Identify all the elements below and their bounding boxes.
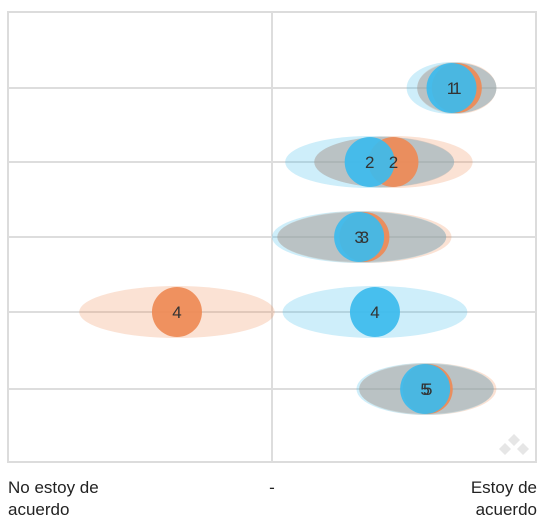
point-label-series2-row4: 4: [370, 303, 379, 322]
mean-point-series2-row3[interactable]: [334, 212, 385, 262]
point-label-series1-row1: 1: [452, 79, 461, 98]
mean-point-series2-row5[interactable]: [400, 364, 451, 414]
point-label-series2-row5: 5: [420, 380, 429, 399]
x-axis-min-label-line: acuerdo: [8, 500, 70, 519]
x-axis-max-label-line: acuerdo: [475, 500, 537, 519]
mean-point-series2-row2[interactable]: [344, 137, 395, 187]
mean-point-series2-row1[interactable]: [426, 63, 477, 113]
point-label-series1-row5: 5: [423, 380, 432, 399]
point-label-series2-row2: 2: [365, 153, 374, 172]
point-label-series1-row2: 2: [389, 153, 398, 172]
watermark-icon: [499, 434, 529, 455]
mean-point-series2-row4[interactable]: [349, 287, 400, 337]
x-axis-mid-label: -: [269, 478, 275, 497]
x-axis-min-label-line: No estoy de: [8, 478, 99, 497]
point-label-series1-row3: 3: [360, 228, 369, 247]
point-label-series2-row3: 3: [354, 228, 363, 247]
x-axis-max-label-line: Estoy de: [470, 478, 537, 497]
x-axis-min-label: No estoy de acuerdo: [8, 477, 168, 521]
point-label-series1-row4: 4: [172, 303, 181, 322]
point-label-series2-row1: 1: [447, 79, 456, 98]
mean-point-series1-row4[interactable]: [151, 287, 202, 337]
x-axis-max-label: Estoy de acuerdo: [377, 477, 537, 521]
